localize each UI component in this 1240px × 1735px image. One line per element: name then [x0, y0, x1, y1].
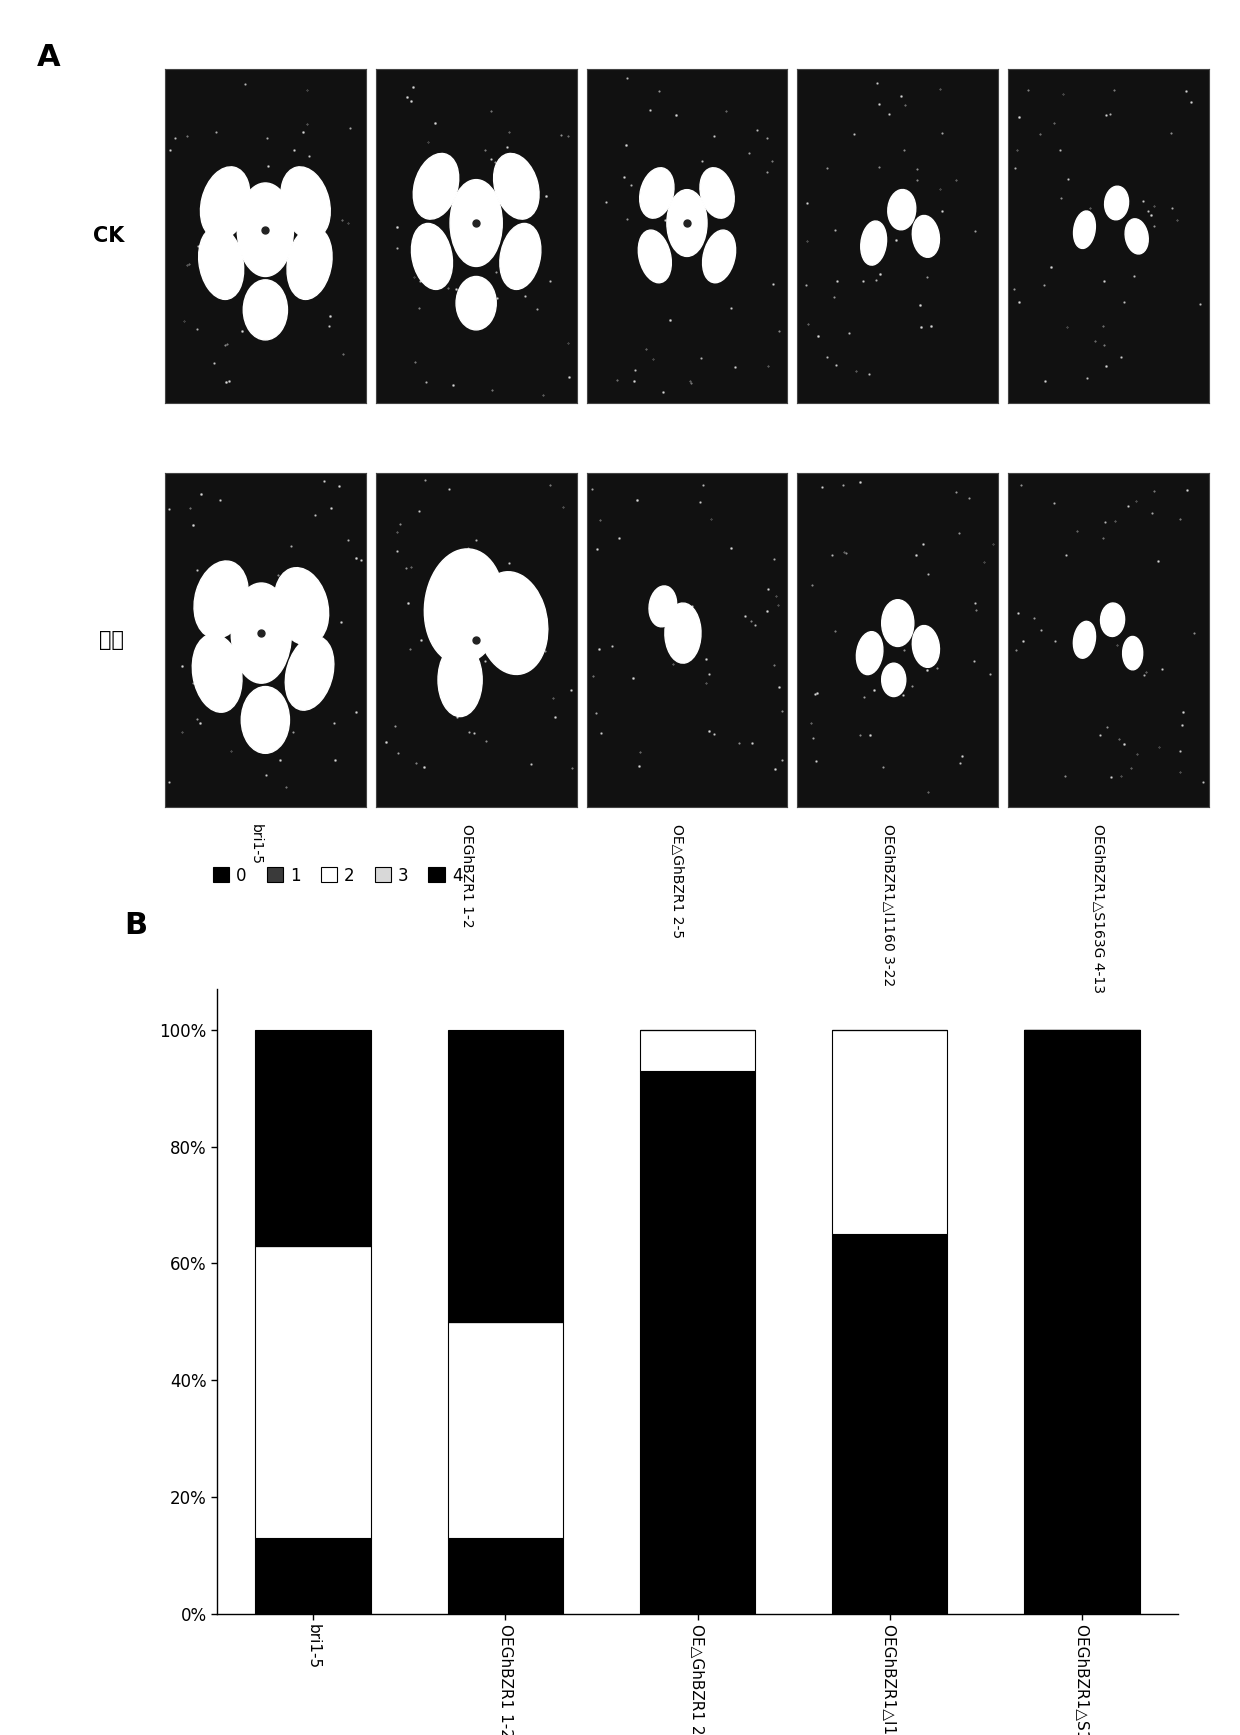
Ellipse shape [649, 586, 677, 626]
Ellipse shape [500, 224, 541, 290]
Ellipse shape [413, 153, 459, 219]
Ellipse shape [286, 227, 332, 300]
Ellipse shape [699, 168, 734, 219]
Ellipse shape [192, 633, 242, 713]
Ellipse shape [285, 637, 334, 710]
Text: A: A [37, 43, 61, 73]
Ellipse shape [242, 687, 289, 753]
Bar [1024, 1031, 1140, 1614]
Ellipse shape [424, 548, 503, 665]
Ellipse shape [861, 220, 887, 265]
Ellipse shape [1074, 621, 1096, 658]
Ellipse shape [494, 153, 539, 219]
Text: OEGhBZR1 1‑2: OEGhBZR1 1‑2 [460, 824, 474, 928]
Ellipse shape [882, 600, 914, 647]
Ellipse shape [640, 168, 675, 219]
Bar [448, 1031, 563, 1322]
Ellipse shape [274, 567, 329, 645]
Text: OEGhBZR1△S163G 4‑13: OEGhBZR1△S163G 4‑13 [1092, 824, 1106, 992]
Bar [255, 1537, 371, 1614]
Ellipse shape [237, 182, 294, 276]
Ellipse shape [913, 215, 940, 257]
Ellipse shape [857, 632, 883, 675]
Ellipse shape [703, 231, 735, 283]
Ellipse shape [1125, 219, 1148, 253]
Text: CK: CK [93, 226, 124, 246]
Ellipse shape [639, 231, 671, 283]
Ellipse shape [243, 279, 288, 340]
Ellipse shape [193, 560, 248, 638]
Ellipse shape [201, 167, 250, 239]
Text: OEGhBZR1△I1160 3‑22: OEGhBZR1△I1160 3‑22 [882, 824, 895, 987]
Ellipse shape [280, 167, 330, 239]
Bar [255, 1031, 371, 1246]
Bar [640, 1070, 755, 1614]
Ellipse shape [198, 227, 244, 300]
Ellipse shape [665, 604, 701, 663]
Text: OE△GhBZR1 2‑5: OE△GhBZR1 2‑5 [671, 824, 684, 939]
Ellipse shape [667, 189, 707, 257]
Ellipse shape [450, 180, 502, 267]
Ellipse shape [913, 626, 940, 668]
Text: bri1‑5: bri1‑5 [249, 824, 263, 866]
Text: 处理: 处理 [99, 630, 124, 651]
Bar [832, 1031, 947, 1234]
Ellipse shape [882, 663, 905, 696]
Ellipse shape [438, 644, 482, 717]
Ellipse shape [1101, 604, 1125, 637]
Ellipse shape [1074, 212, 1095, 248]
Ellipse shape [231, 583, 291, 684]
Bar [832, 1234, 947, 1614]
Bar [448, 1537, 563, 1614]
Ellipse shape [456, 276, 496, 330]
Bar [448, 1322, 563, 1537]
Ellipse shape [412, 224, 453, 290]
Bar [255, 1246, 371, 1537]
Ellipse shape [477, 573, 548, 675]
Ellipse shape [888, 189, 916, 229]
Text: B: B [124, 911, 148, 940]
Ellipse shape [1105, 186, 1128, 220]
Ellipse shape [1122, 637, 1143, 670]
Legend: 0, 1, 2, 3, 4: 0, 1, 2, 3, 4 [206, 861, 469, 892]
Bar [640, 1031, 755, 1070]
